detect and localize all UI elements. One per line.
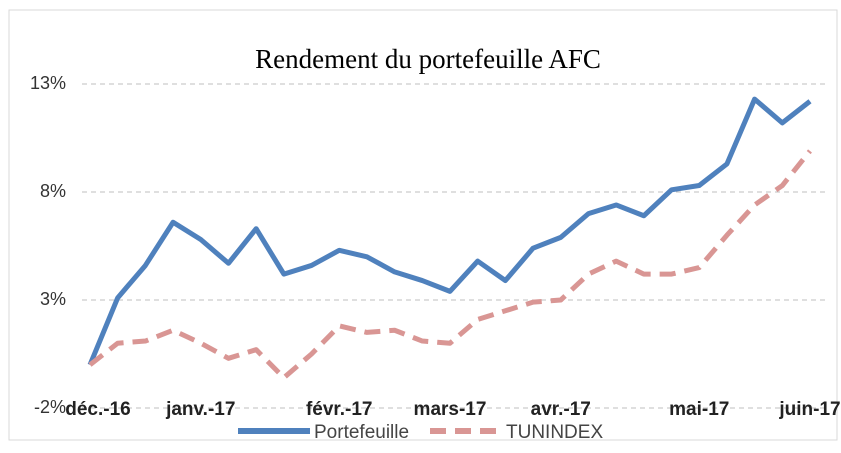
y-tick-label: 3% — [40, 289, 66, 309]
line-series — [87, 96, 812, 366]
legend-label: Portefeuille — [314, 422, 409, 443]
x-tick-label: déc.-16 — [65, 399, 130, 420]
chart-frame — [8, 9, 838, 441]
x-tick-label: févr.-17 — [306, 399, 373, 420]
x-tick-label: mars-17 — [414, 399, 487, 420]
y-tick-label: 13% — [30, 73, 66, 93]
y-tick-label: 8% — [40, 181, 66, 201]
line-series — [88, 149, 812, 381]
x-tick-label: avr.-17 — [531, 399, 591, 420]
y-tick-label: -2% — [34, 397, 66, 417]
chart-title: Rendement du portefeuille AFC — [255, 44, 601, 74]
x-tick-label: janv.-17 — [165, 399, 235, 420]
x-tick-label: mai-17 — [669, 399, 729, 420]
x-tick-label: juin-17 — [778, 399, 840, 420]
legend-label: TUNINDEX — [506, 422, 603, 443]
